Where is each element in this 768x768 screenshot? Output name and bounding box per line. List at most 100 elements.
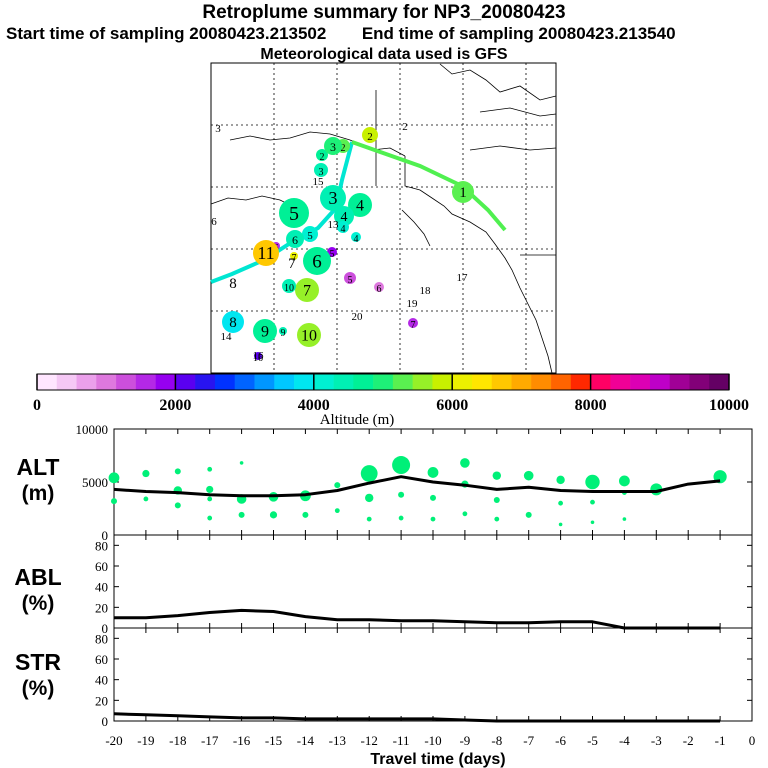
alt-scatter-point — [558, 522, 563, 527]
x-tick-label: -7 — [523, 733, 534, 748]
colorbar-tick-label: 10000 — [709, 397, 749, 414]
cluster-marker — [297, 323, 321, 347]
alt-scatter-point — [238, 511, 245, 518]
y-tick-label: 80 — [95, 631, 108, 646]
cluster-label: 7 — [411, 320, 416, 331]
cluster-label: 3 — [319, 167, 324, 178]
colorbar-cell — [531, 374, 552, 390]
cluster-marker — [374, 282, 384, 292]
abl-panel-frame — [113, 534, 753, 629]
cluster-label: 3 — [329, 188, 338, 208]
colorbar-cells — [37, 374, 730, 390]
colorbar-cell — [333, 374, 354, 390]
colorbar-cell — [96, 374, 117, 390]
map-label: 3 — [215, 123, 221, 135]
alt-scatter-point — [590, 520, 595, 525]
cluster-marker — [282, 279, 296, 293]
colorbar-cell — [155, 374, 176, 390]
str-series-line — [113, 712, 721, 723]
map-label: 15 — [313, 176, 325, 188]
colorbar-cell — [412, 374, 433, 390]
colorbar-cell — [373, 374, 394, 390]
alt-scatter-point — [619, 475, 630, 487]
alt-series-line — [113, 475, 721, 498]
cluster-label: 16 — [253, 353, 263, 364]
map-label: 20 — [352, 311, 364, 323]
alt-scatter-point — [558, 500, 563, 506]
cluster-label: 11 — [257, 243, 274, 263]
cluster-label: 3 — [330, 140, 336, 154]
colorbar-cell — [254, 374, 275, 390]
map-panel: 122233344445556667789910101156716 326871… — [210, 62, 557, 374]
alt-panel: ALT (m) 10000 5000 0 — [16, 422, 753, 543]
alt-scatter-point — [360, 465, 378, 482]
colorbar-cell — [37, 374, 58, 390]
x-tick-label: -19 — [137, 733, 154, 748]
alt-scatter-point — [622, 517, 627, 521]
alt-scatter-point — [207, 496, 213, 502]
alt-scatter-point — [174, 502, 181, 509]
x-tick-label: -16 — [233, 733, 251, 748]
str-panel-label: STR — [15, 649, 61, 675]
x-tick-label: -2 — [683, 733, 694, 748]
y-tick-label: 5000 — [82, 475, 108, 490]
colorbar-title: Altitude (m) — [320, 412, 395, 428]
alt-scatter-point — [523, 470, 534, 481]
cluster-marker — [320, 185, 346, 211]
colorbar-cell — [590, 374, 611, 390]
cluster-label: 8 — [229, 315, 237, 331]
alt-scatter-point — [206, 485, 214, 494]
y-tick-label: 0 — [102, 528, 109, 543]
map-label: 2 — [402, 121, 408, 133]
cluster-label: 6 — [312, 251, 322, 272]
cluster-marker — [327, 247, 337, 257]
map-label: 8 — [229, 276, 237, 292]
cluster-marker — [408, 318, 418, 328]
cluster-marker — [348, 193, 372, 217]
colorbar-cell — [195, 374, 216, 390]
str-panel: STR (%) 80 60 40 20 0 — [15, 627, 753, 729]
map-label: 7 — [288, 256, 296, 272]
x-axis-title: Travel time (days) — [370, 751, 505, 768]
cluster-marker — [254, 352, 262, 360]
alt-scatter-point — [525, 511, 532, 518]
cluster-marker — [324, 137, 342, 155]
alt-scatter-point — [556, 475, 565, 485]
cluster-label: 4 — [341, 224, 346, 235]
cluster-label: 6 — [292, 233, 298, 247]
alt-scatter-point — [398, 515, 404, 521]
colorbar-cell — [234, 374, 255, 390]
cluster-marker — [452, 181, 474, 203]
colorbar-cell — [56, 374, 77, 390]
cluster-marker — [316, 149, 328, 161]
map-label: 17 — [457, 272, 469, 284]
alt-scatter-point — [111, 498, 117, 505]
alt-scatter-point — [207, 466, 213, 472]
x-tick-label: -12 — [361, 733, 378, 748]
end-time-label: End time of sampling 20080423.213540 — [361, 24, 676, 43]
alt-scatter-point — [174, 468, 181, 475]
cluster-marker — [344, 272, 356, 284]
cluster-marker — [302, 226, 318, 242]
str-y-ticks: 80 60 40 20 0 — [95, 631, 752, 729]
alt-scatter-point — [494, 516, 500, 522]
str-panel-frame — [113, 627, 753, 722]
abl-panel: ABL (%) 80 60 40 20 0 — [14, 534, 753, 636]
colorbar-cell — [392, 374, 413, 390]
x-tick-label: 0 — [749, 733, 756, 748]
x-axis-ticks: -20 -19 -18 -17 -16 -15 -14 -13 -12 -11 -10 -9 -8 -7-… — [105, 429, 755, 748]
alt-scatter-point — [366, 516, 372, 522]
colorbar-cell — [669, 374, 690, 390]
cluster-marker — [253, 319, 277, 343]
cluster-label: 5 — [348, 275, 353, 286]
x-tick-label: -18 — [169, 733, 186, 748]
sampling-times: Start time of sampling 20080423.213502 E… — [6, 24, 768, 44]
x-tick-label: -9 — [459, 733, 470, 748]
str-line — [113, 712, 721, 723]
alt-scatter-point — [462, 511, 468, 517]
met-data-label: Meteorological data used is GFS — [260, 46, 508, 63]
cluster-marker — [351, 232, 361, 242]
y-tick-label: 10000 — [76, 422, 109, 437]
x-tick-label: -1 — [715, 733, 726, 748]
cluster-label: 5 — [289, 203, 299, 225]
